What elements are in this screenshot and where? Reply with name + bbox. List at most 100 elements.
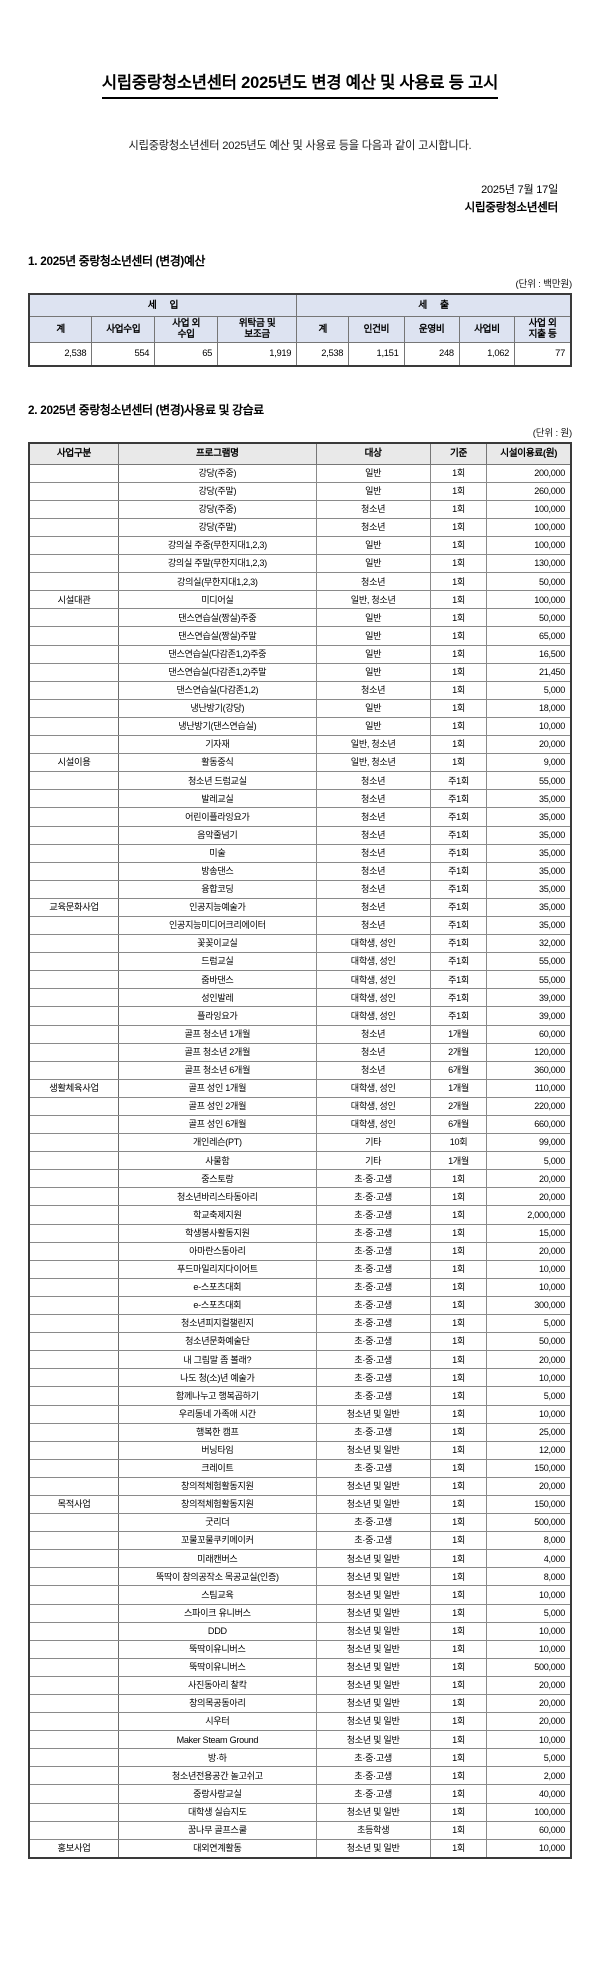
fees-cell-category: 생활체육사업	[28, 1078, 119, 1098]
table-row: 함께나누고 행복곱하기 초·중·고생 1회 5,000	[28, 1386, 572, 1406]
fees-cell-category	[28, 1241, 119, 1261]
fees-col-program: 프로그램명	[117, 442, 317, 465]
fees-cell-target: 초·중·고생	[315, 1766, 431, 1786]
fees-cell-basis: 주1회	[429, 897, 488, 917]
fees-cell-category	[28, 716, 119, 737]
table-row: 강당(주중) 일반 1회 200,000	[28, 463, 572, 483]
fees-cell-target: 청소년 및 일반	[315, 1603, 431, 1623]
fees-cell-target: 초·중·고생	[315, 1314, 431, 1334]
fees-cell-fee: 10,000	[486, 1259, 572, 1279]
fees-cell-target: 초·중·고생	[315, 1531, 431, 1551]
fees-cell-target: 대학생, 성인	[315, 1096, 431, 1117]
fees-cell-category: 시설이용	[28, 753, 119, 773]
fees-cell-program: 꿈나무 골프스쿨	[117, 1820, 317, 1840]
fees-col-target: 대상	[315, 442, 431, 465]
fees-cell-program: 드럼교실	[117, 952, 317, 972]
fees-cell-target: 청소년	[315, 861, 431, 881]
fees-cell-fee: 5,000	[486, 1151, 572, 1171]
fees-cell-fee: 35,000	[486, 897, 572, 917]
table-row: 냉난방기(강당) 일반 1회 18,000	[28, 698, 572, 718]
section-fees-heading: 2. 2025년 중랑청소년센터 (변경)사용료 및 강습료	[28, 402, 264, 417]
table-row: 발레교실 청소년 주1회 35,000	[28, 789, 572, 809]
fees-cell-basis: 주1회	[429, 988, 488, 1008]
fees-cell-basis: 1회	[429, 1513, 488, 1533]
fees-cell-category	[28, 536, 119, 556]
fees-cell-target: 청소년 및 일반	[315, 1549, 431, 1569]
fees-cell-fee: 220,000	[486, 1096, 572, 1117]
fees-cell-target: 초·중·고생	[315, 1458, 431, 1478]
fees-cell-fee: 5,000	[486, 1748, 572, 1768]
table-row: 인공지능미디어크리에이터 청소년 주1회 35,000	[28, 915, 572, 936]
budget-group-revenue: 세 입	[28, 293, 298, 317]
fees-cell-target: 초·중·고생	[315, 1169, 431, 1189]
fees-cell-program: 미래캔버스	[117, 1549, 317, 1569]
fees-cell-program: e-스포츠대회	[117, 1295, 317, 1316]
fees-cell-target: 초·중·고생	[315, 1295, 431, 1316]
fees-cell-fee: 50,000	[486, 1332, 572, 1352]
fees-cell-target: 초·중·고생	[315, 1205, 431, 1225]
fees-cell-category	[28, 1458, 119, 1478]
fees-cell-target: 청소년	[315, 1024, 431, 1044]
fees-cell-category	[28, 1567, 119, 1587]
table-row: 성인발레 대학생, 성인 주1회 39,000	[28, 988, 572, 1008]
table-row: 강의실 주말(무한지대1,2,3) 일반 1회 130,000	[28, 554, 572, 574]
table-row: 꼬물꼬물쿠키메이커 초·중·고생 1회 8,000	[28, 1531, 572, 1551]
fees-cell-program: 버닝타임	[117, 1440, 317, 1460]
fees-cell-basis: 1회	[429, 1494, 488, 1515]
fees-cell-category	[28, 1151, 119, 1171]
table-row: 청소년문화예술단 초·중·고생 1회 50,000	[28, 1332, 572, 1352]
fees-cell-category	[28, 1386, 119, 1406]
fees-cell-program: 댄스연습실(다감존1,2)주중	[117, 644, 317, 664]
fees-cell-target: 대학생, 성인	[315, 1006, 431, 1026]
fees-cell-basis: 1회	[429, 1802, 488, 1822]
fees-cell-category	[28, 1820, 119, 1840]
fees-cell-program: 강의실 주말(무한지대1,2,3)	[117, 554, 317, 574]
fees-cell-fee: 8,000	[486, 1567, 572, 1587]
fees-cell-target: 일반	[315, 481, 431, 501]
fees-cell-target: 청소년	[315, 771, 431, 791]
fees-cell-basis: 1회	[429, 1476, 488, 1496]
table-row: 골프 청소년 2개월 청소년 2개월 120,000	[28, 1042, 572, 1062]
fees-cell-program: 뚝딱이 창의공작소 목공교실(인증)	[117, 1567, 317, 1587]
budget-value-grants: 1,919	[217, 341, 298, 367]
fees-cell-category	[28, 771, 119, 791]
fees-cell-fee: 5,000	[486, 1314, 572, 1334]
fees-cell-target: 일반	[315, 608, 431, 628]
table-row: 골프 성인 2개월 대학생, 성인 2개월 220,000	[28, 1096, 572, 1117]
fees-cell-target: 청소년 및 일반	[315, 1838, 431, 1859]
fees-cell-category	[28, 1712, 119, 1732]
fees-cell-target: 청소년	[315, 572, 431, 592]
fees-cell-basis: 1회	[429, 1314, 488, 1334]
fees-cell-basis: 1회	[429, 1404, 488, 1424]
table-row: 사물함 기타 1개월 5,000	[28, 1151, 572, 1171]
fees-cell-category	[28, 807, 119, 827]
fees-cell-category	[28, 735, 119, 755]
fees-table-body: 강당(주중) 일반 1회 200,000 강당(주말) 일반 1회 260,000 강당(주중)…	[28, 463, 572, 1859]
table-row: 댄스연습실(짱실)주중 일반 1회 50,000	[28, 608, 572, 628]
budget-table-body: 2,538 554 65 1,919 2,538 1,151 248 1,062…	[28, 341, 572, 367]
table-row: 학교축제지원 초·중·고생 1회 2,000,000	[28, 1205, 572, 1225]
fees-cell-basis: 1회	[429, 1205, 488, 1225]
fees-cell-target: 기타	[315, 1133, 431, 1153]
table-row: 크레이트 초·중·고생 1회 150,000	[28, 1458, 572, 1478]
table-row: 댄스연습실(짱실)주말 일반 1회 65,000	[28, 626, 572, 646]
fees-cell-category: 교육문화사업	[28, 897, 119, 917]
document-signature-block: 2025년 7월 17일 시립중랑청소년센터	[28, 181, 572, 218]
table-row: 줌바댄스 대학생, 성인 주1회 55,000	[28, 970, 572, 990]
fees-cell-fee: 360,000	[486, 1060, 572, 1080]
budget-col-nonbusiness-income: 사업 외 수입	[154, 315, 219, 343]
fees-cell-basis: 1회	[429, 1567, 488, 1587]
table-row: 스팀교육 청소년 및 일반 1회 10,000	[28, 1585, 572, 1605]
fees-cell-target: 초·중·고생	[315, 1368, 431, 1388]
fees-cell-basis: 1회	[429, 1585, 488, 1605]
fees-cell-program: 방·하	[117, 1748, 317, 1768]
table-row: 시우터 청소년 및 일반 1회 20,000	[28, 1712, 572, 1732]
fees-cell-target: 청소년 및 일반	[315, 1585, 431, 1605]
fees-cell-category	[28, 934, 119, 954]
fees-cell-fee: 16,500	[486, 644, 572, 664]
fees-cell-category	[28, 1006, 119, 1026]
fees-cell-target: 초·중·고생	[315, 1350, 431, 1370]
budget-col-total-revenue: 계	[28, 315, 93, 343]
fees-column-header-row: 사업구분 프로그램명 대상 기준 시설이용료(원)	[28, 442, 572, 465]
table-row: 뚝딱이유니버스 청소년 및 일반 1회 10,000	[28, 1639, 572, 1659]
